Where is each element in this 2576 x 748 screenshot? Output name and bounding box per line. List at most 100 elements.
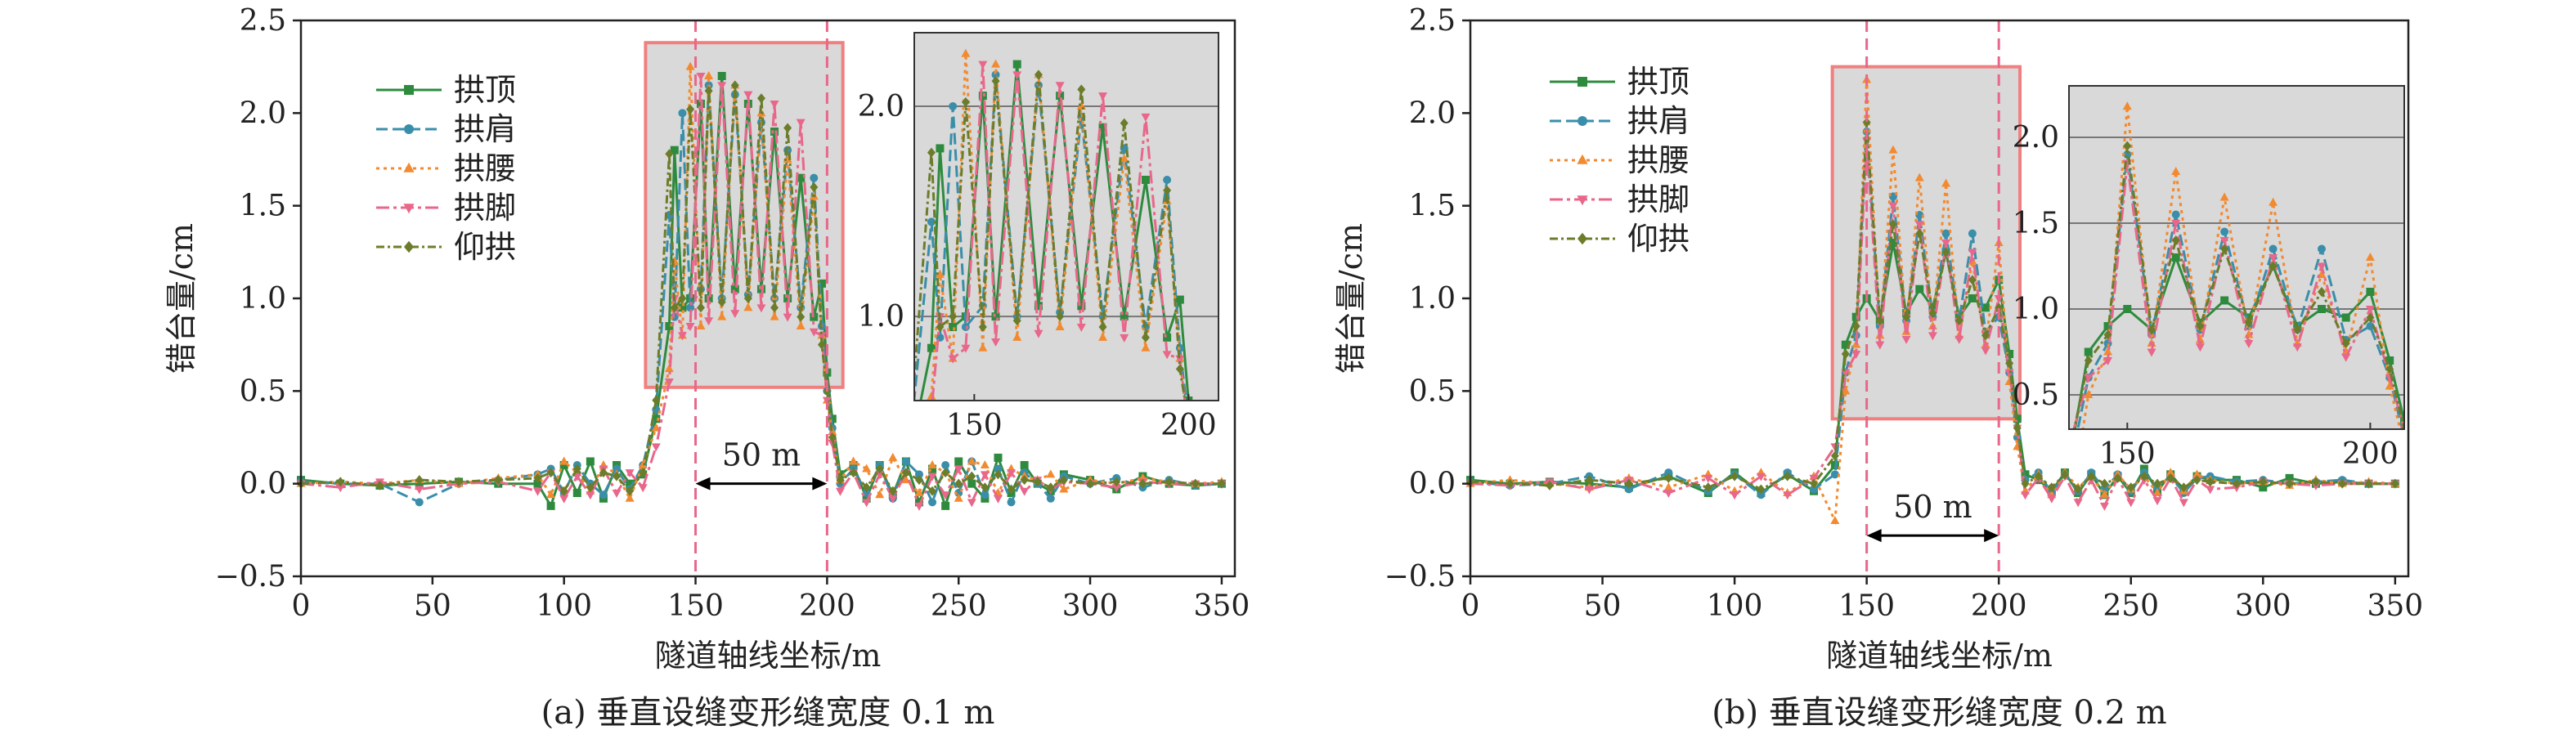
data-point bbox=[586, 457, 595, 466]
inset-data-point bbox=[2365, 306, 2375, 314]
legend-marker-1 bbox=[404, 124, 414, 134]
data-point bbox=[981, 482, 990, 493]
inset-data-point bbox=[2171, 167, 2181, 175]
data-point bbox=[1888, 202, 1898, 211]
data-point bbox=[914, 475, 923, 486]
data-point bbox=[2126, 482, 2135, 493]
data-point bbox=[901, 457, 910, 466]
data-point bbox=[2285, 478, 2294, 489]
data-point bbox=[941, 461, 950, 469]
inset-data-point bbox=[1012, 71, 1022, 80]
y-tick-label: −0.5 bbox=[1384, 560, 1456, 593]
inset-frame bbox=[2068, 85, 2405, 430]
data-point bbox=[1138, 478, 1147, 489]
inset-data-point bbox=[2317, 262, 2327, 271]
inset-data-point bbox=[1141, 343, 1151, 352]
x-tick-label: 50 bbox=[1584, 589, 1622, 623]
data-point bbox=[1007, 498, 1016, 507]
data-point bbox=[586, 482, 595, 493]
data-point bbox=[1663, 490, 1673, 498]
data-point bbox=[559, 456, 569, 465]
data-point bbox=[670, 146, 679, 155]
data-point bbox=[928, 498, 937, 507]
inset-data-point bbox=[1077, 302, 1086, 311]
data-point bbox=[967, 456, 976, 465]
y-tick-label: 0.5 bbox=[240, 374, 286, 408]
data-point bbox=[717, 72, 726, 80]
data-point bbox=[1841, 369, 1851, 378]
data-point bbox=[2073, 499, 2083, 508]
legend-label-0: 拱顶 bbox=[1627, 64, 1690, 100]
data-point bbox=[1007, 484, 1016, 495]
inset-data-point bbox=[2317, 305, 2326, 313]
data-point bbox=[1046, 482, 1055, 493]
data-point bbox=[2166, 473, 2175, 483]
data-point bbox=[572, 464, 581, 474]
inset-data-point bbox=[2065, 450, 2073, 460]
data-point bbox=[2139, 471, 2148, 481]
inset-data-point bbox=[2122, 101, 2132, 110]
data-point bbox=[1875, 341, 1885, 350]
data-point bbox=[1624, 478, 1633, 489]
data-point bbox=[2390, 478, 2399, 489]
inset-data-point bbox=[936, 322, 945, 332]
data-point bbox=[1981, 347, 1990, 356]
inset-data-point bbox=[2365, 253, 2375, 261]
y-tick-label: 2.0 bbox=[1409, 96, 1456, 130]
inset-data-point bbox=[961, 96, 970, 107]
x-tick-label: 0 bbox=[292, 589, 311, 623]
inset-y-tick-label: 1.0 bbox=[2013, 293, 2059, 326]
data-point bbox=[817, 279, 826, 288]
x-tick-label: 300 bbox=[2235, 589, 2291, 623]
data-point bbox=[2165, 468, 2175, 477]
legend-label-1: 拱肩 bbox=[1627, 103, 1690, 139]
legend-label-2: 拱腰 bbox=[454, 150, 516, 186]
y-axis-label: 错台量/cm bbox=[164, 223, 200, 374]
data-point bbox=[994, 453, 1003, 462]
data-point bbox=[783, 294, 792, 302]
data-point bbox=[940, 491, 950, 500]
inset-data-point bbox=[1076, 324, 1086, 332]
inset-data-point bbox=[2385, 381, 2394, 390]
legend-label-1: 拱肩 bbox=[454, 111, 516, 147]
data-point bbox=[717, 297, 726, 307]
inset-data-point bbox=[991, 59, 1001, 68]
data-point bbox=[1941, 178, 1951, 187]
inset-data-point bbox=[1056, 311, 1065, 322]
data-point bbox=[1830, 450, 1839, 461]
y-tick-label: −0.5 bbox=[215, 560, 286, 593]
y-tick-label: 1.0 bbox=[1409, 282, 1456, 316]
data-point bbox=[828, 432, 837, 442]
data-point bbox=[1506, 478, 1515, 489]
data-point bbox=[954, 478, 963, 489]
legend-label-4: 仰拱 bbox=[1627, 221, 1690, 257]
data-point bbox=[2060, 469, 2069, 480]
data-point bbox=[770, 302, 779, 313]
data-point bbox=[664, 378, 674, 387]
inset-data-point bbox=[2084, 374, 2094, 383]
inset-data-point bbox=[1055, 82, 1065, 91]
inset-x-tick-label: 200 bbox=[2342, 437, 2399, 471]
data-point bbox=[686, 104, 695, 114]
data-point bbox=[626, 486, 635, 496]
data-point bbox=[1624, 485, 1633, 494]
data-point bbox=[810, 182, 819, 192]
legend-marker-1 bbox=[1577, 116, 1587, 126]
data-point bbox=[1783, 491, 1793, 500]
data-point bbox=[1841, 349, 1850, 359]
inset-chart: 150 200 0.5 1.0 1.5 2.0 bbox=[2013, 85, 2405, 471]
data-point bbox=[1584, 486, 1594, 495]
data-point bbox=[914, 470, 923, 479]
x-tick-label: 250 bbox=[931, 589, 987, 623]
inset-data-point bbox=[2123, 141, 2132, 151]
x-tick-label: 250 bbox=[2103, 589, 2159, 623]
x-tick-label: 200 bbox=[1971, 589, 2027, 623]
data-point bbox=[1968, 294, 1977, 302]
legend-marker-0 bbox=[404, 85, 414, 95]
inset-data-point bbox=[978, 322, 987, 332]
data-point bbox=[796, 119, 806, 128]
data-point bbox=[586, 491, 595, 500]
data-point bbox=[2259, 477, 2268, 487]
x-tick-label: 150 bbox=[1838, 589, 1895, 623]
data-point bbox=[1914, 221, 1924, 230]
